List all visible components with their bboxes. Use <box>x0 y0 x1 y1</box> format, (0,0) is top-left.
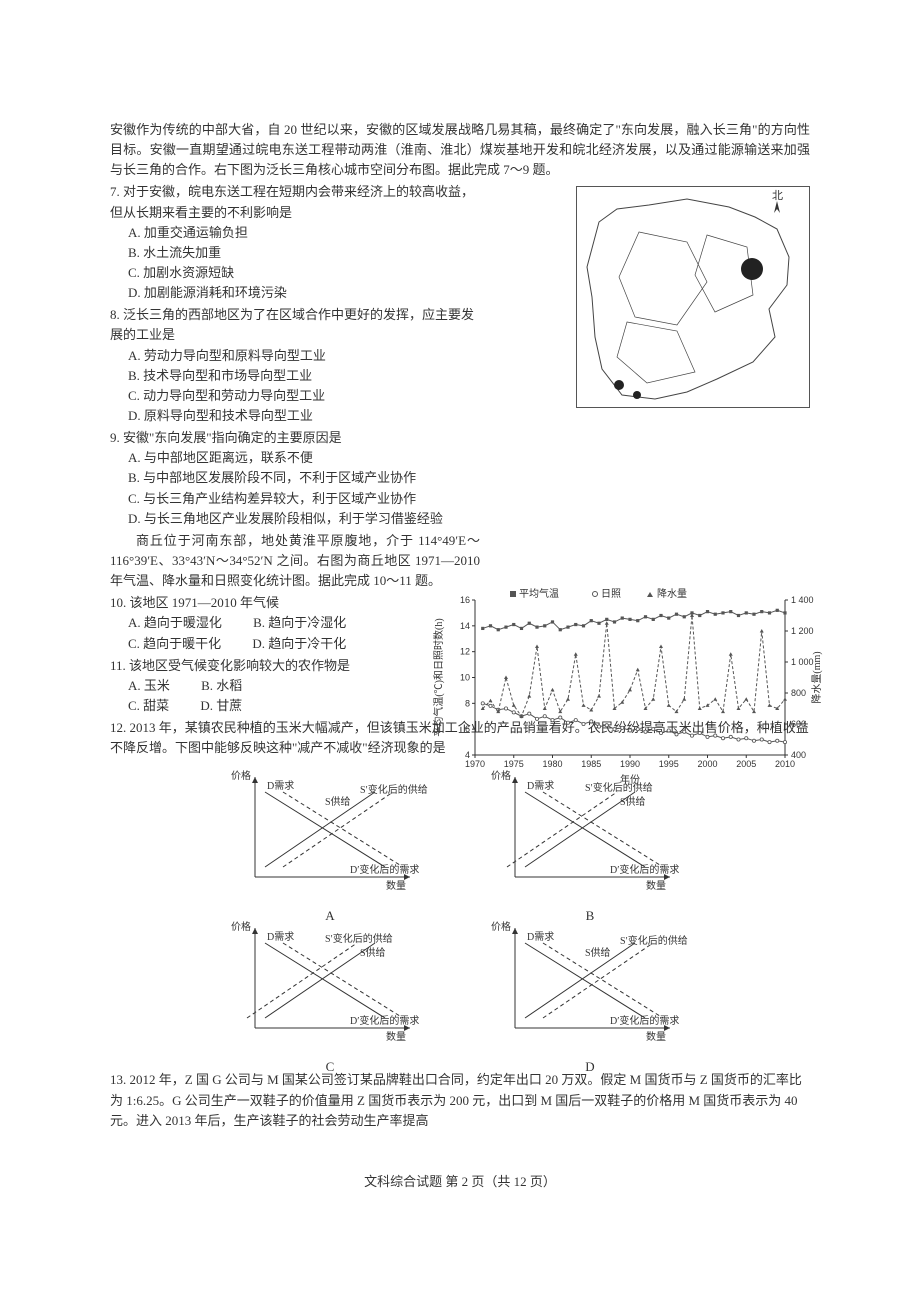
svg-text:8: 8 <box>465 698 470 708</box>
svg-text:平均气温: 平均气温 <box>519 587 559 600</box>
q10-choice-d: D. 趋向于冷干化 <box>252 634 346 654</box>
svg-text:S供给: S供给 <box>325 795 351 808</box>
svg-text:降水量(mm): 降水量(mm) <box>810 651 823 703</box>
svg-text:800: 800 <box>791 688 806 698</box>
q11-stem: 11. 该地区受气候变化影响较大的农作物是 <box>110 656 480 676</box>
q7-choice-a: A. 加重交通运输负担 <box>128 223 480 243</box>
svg-text:S′变化后的供给: S′变化后的供给 <box>360 783 428 796</box>
passage-10-11: 商丘位于河南东部，地处黄淮平原腹地，介于 114°49′E～116°39′E、3… <box>110 531 480 591</box>
svg-text:S′变化后的供给: S′变化后的供给 <box>325 932 393 945</box>
question-9: 9. 安徽"东向发展"指向确定的主要原因是 A. 与中部地区距离远，联系不便 B… <box>110 428 810 529</box>
q12-diagrams: 价格数量D需求D′变化后的需求S′变化后的供给S供给 A 价格数量D需求D′变化… <box>110 762 810 1064</box>
page-footer: 文科综合试题 第 2 页（共 12 页） <box>110 1171 810 1190</box>
question-10: 10. 该地区 1971—2010 年气候 A. 趋向于暖湿化 B. 趋向于冷湿… <box>110 593 480 653</box>
q11-choice-a: A. 玉米 <box>128 676 170 696</box>
econ-label-c: C <box>200 1059 460 1075</box>
svg-text:降水量: 降水量 <box>657 587 687 600</box>
svg-text:S供给: S供给 <box>620 795 646 808</box>
svg-text:D′变化后的需求: D′变化后的需求 <box>350 1014 419 1027</box>
q10-stem: 10. 该地区 1971—2010 年气候 <box>110 593 480 613</box>
svg-text:1975: 1975 <box>504 759 524 769</box>
climate-chart: 468101214164006008001 0001 2001 40019701… <box>430 585 830 785</box>
econ-panel-d: 价格数量D需求D′变化后的需求S′变化后的供给S供给 D <box>460 913 720 1058</box>
svg-text:14: 14 <box>460 621 470 631</box>
q8-stem: 8. 泛长三角的西部地区为了在区域合作中更好的发挥，应主要发展的工业是 <box>110 305 480 345</box>
svg-text:1970: 1970 <box>465 759 485 769</box>
econ-label-d: D <box>460 1059 720 1075</box>
svg-text:年份: 年份 <box>620 773 640 785</box>
svg-text:S′变化后的供给: S′变化后的供给 <box>620 934 688 947</box>
svg-text:平均气温(℃)和日照时数(h): 平均气温(℃)和日照时数(h) <box>432 618 445 736</box>
q7-choice-b: B. 水土流失加重 <box>128 243 480 263</box>
svg-text:12: 12 <box>460 647 470 657</box>
svg-text:1995: 1995 <box>659 759 679 769</box>
svg-text:价格: 价格 <box>231 920 251 933</box>
svg-text:2010: 2010 <box>775 759 795 769</box>
q8-choice-d: D. 原料导向型和技术导向型工业 <box>128 406 480 426</box>
svg-text:1980: 1980 <box>542 759 562 769</box>
question-13: 13. 2012 年，Z 国 G 公司与 M 国某公司签订某品牌鞋出口合同，约定… <box>110 1070 810 1130</box>
q8-choice-c: C. 动力导向型和劳动力导向型工业 <box>128 386 480 406</box>
svg-text:600: 600 <box>791 719 806 729</box>
svg-text:D′变化后的需求: D′变化后的需求 <box>610 863 679 876</box>
svg-text:1985: 1985 <box>581 759 601 769</box>
svg-text:6: 6 <box>465 724 470 734</box>
svg-text:日照: 日照 <box>601 588 621 600</box>
q9-choice-b: B. 与中部地区发展阶段不同，不利于区域产业协作 <box>128 468 810 488</box>
q9-choice-a: A. 与中部地区距离远，联系不便 <box>128 448 810 468</box>
econ-panel-c: 价格数量D需求D′变化后的需求S′变化后的供给S供给 C <box>200 913 460 1058</box>
svg-text:1990: 1990 <box>620 759 640 769</box>
q11-choice-b: B. 水稻 <box>201 676 242 696</box>
question-8: 8. 泛长三角的西部地区为了在区域合作中更好的发挥，应主要发展的工业是 A. 劳… <box>110 305 480 426</box>
svg-text:D需求: D需求 <box>267 780 294 792</box>
svg-text:D需求: D需求 <box>527 931 554 943</box>
q8-choice-a: A. 劳动力导向型和原料导向型工业 <box>128 346 480 366</box>
svg-text:数量: 数量 <box>386 1030 406 1043</box>
svg-text:2000: 2000 <box>697 759 717 769</box>
q8-choice-b: B. 技术导向型和市场导向型工业 <box>128 366 480 386</box>
q7-choice-c: C. 加剧水资源短缺 <box>128 263 480 283</box>
question-7: 7. 对于安徽，皖电东送工程在短期内会带来经济上的较高收益，但从长期来看主要的不… <box>110 182 480 303</box>
svg-text:数量: 数量 <box>646 879 666 892</box>
svg-text:D需求: D需求 <box>267 931 294 943</box>
q10-choice-a: A. 趋向于暖湿化 <box>128 613 222 633</box>
q7-stem: 7. 对于安徽，皖电东送工程在短期内会带来经济上的较高收益，但从长期来看主要的不… <box>110 182 480 222</box>
q11-choice-c: C. 甜菜 <box>128 696 169 716</box>
svg-text:10: 10 <box>460 673 470 683</box>
question-11: 11. 该地区受气候变化影响较大的农作物是 A. 玉米 B. 水稻 C. 甜菜 … <box>110 656 480 716</box>
svg-text:价格: 价格 <box>231 769 251 782</box>
q9-choice-c: C. 与长三角产业结构差异较大，利于区域产业协作 <box>128 489 810 509</box>
passage-7-9: 安徽作为传统的中部大省，自 20 世纪以来，安徽的区域发展战略几易其稿，最终确定… <box>110 120 810 180</box>
q7-choice-d: D. 加剧能源消耗和环境污染 <box>128 283 480 303</box>
svg-text:1 000: 1 000 <box>791 657 814 667</box>
svg-text:S供给: S供给 <box>585 946 611 959</box>
q11-choice-d: D. 甘蔗 <box>200 696 242 716</box>
svg-text:北: 北 <box>772 189 783 202</box>
svg-text:D′变化后的需求: D′变化后的需求 <box>350 863 419 876</box>
svg-text:2005: 2005 <box>736 759 756 769</box>
q9-stem: 9. 安徽"东向发展"指向确定的主要原因是 <box>110 428 810 448</box>
svg-text:1 400: 1 400 <box>791 595 814 605</box>
svg-text:数量: 数量 <box>386 879 406 892</box>
svg-text:16: 16 <box>460 595 470 605</box>
q9-choice-d: D. 与长三角地区产业发展阶段相似，利于学习借鉴经验 <box>128 509 810 529</box>
svg-text:D′变化后的需求: D′变化后的需求 <box>610 1014 679 1027</box>
svg-text:数量: 数量 <box>646 1030 666 1043</box>
q10-choice-b: B. 趋向于冷湿化 <box>253 613 346 633</box>
econ-panel-a: 价格数量D需求D′变化后的需求S′变化后的供给S供给 A <box>200 762 460 907</box>
q13-stem: 13. 2012 年，Z 国 G 公司与 M 国某公司签订某品牌鞋出口合同，约定… <box>110 1070 810 1130</box>
map-figure: 北 <box>576 186 810 408</box>
svg-text:1 200: 1 200 <box>791 626 814 636</box>
svg-text:S供给: S供给 <box>360 946 386 959</box>
svg-text:价格: 价格 <box>491 920 511 933</box>
q10-choice-c: C. 趋向于暖干化 <box>128 634 221 654</box>
